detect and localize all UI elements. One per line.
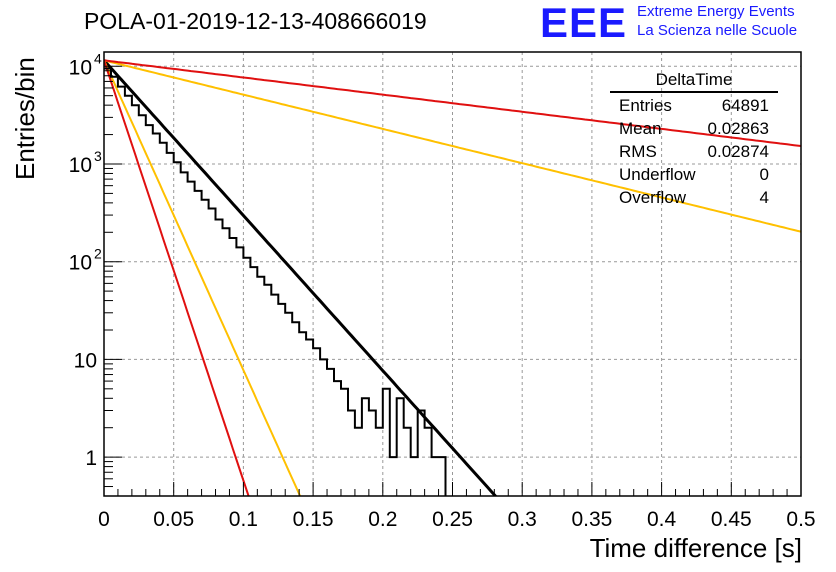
fit-line-0 [104, 59, 498, 496]
y-tick-exponent: 4 [94, 50, 102, 66]
stats-row-entries: Entries 64891 [610, 94, 778, 117]
stats-label: Mean [619, 119, 662, 138]
x-tick-label: 0.4 [647, 508, 677, 531]
x-tick-label: 0.45 [711, 508, 752, 531]
x-tick-label: 0.1 [229, 508, 258, 531]
stats-row-rms: RMS 0.02874 [610, 140, 778, 163]
stats-title: DeltaTime [610, 70, 778, 93]
stats-value: 0.02874 [707, 142, 769, 161]
x-tick-label: 0 [98, 508, 110, 531]
eee-logo-line2: La Scienza nelle Scuole [637, 22, 798, 39]
x-tick-label: 0.35 [571, 508, 612, 531]
stats-label: Underflow [619, 165, 696, 184]
x-tick-label: 0.15 [293, 508, 334, 531]
y-tick-label: 10 [74, 349, 97, 372]
y-tick-label: 10 [69, 56, 92, 79]
fit-line-4 [104, 59, 801, 147]
x-tick-label: 0.25 [432, 508, 473, 531]
stats-value: 0.02863 [707, 119, 769, 138]
stats-row-overflow: Overflow 4 [610, 186, 778, 209]
y-tick-label: 10 [69, 154, 92, 177]
x-tick-label: 0.3 [508, 508, 537, 531]
x-axis-label: Time difference [s] [589, 533, 802, 563]
stats-label: Overflow [619, 188, 687, 207]
stats-label: RMS [619, 142, 657, 161]
y-tick-exponent: 3 [94, 148, 102, 164]
stats-row-underflow: Underflow 0 [610, 163, 778, 186]
histogram-series [104, 67, 447, 496]
y-tick-label: 1 [85, 447, 97, 470]
stats-value: 0 [759, 165, 769, 184]
fit-line-1 [104, 59, 302, 496]
x-tick-label: 0.05 [153, 508, 194, 531]
eee-logo: EEE [540, 0, 628, 46]
y-tick-exponent: 2 [94, 246, 102, 262]
stats-value: 64891 [721, 96, 769, 115]
x-tick-label: 0.5 [786, 508, 815, 531]
stats-box: DeltaTime Entries 64891 Mean 0.02863 RMS 0.… [610, 70, 778, 209]
x-tick-label: 0.2 [368, 508, 397, 531]
eee-logo-line1: Extreme Energy Events [637, 3, 795, 20]
y-tick-label: 10 [69, 252, 92, 275]
y-axis-label: Entries/bin [10, 57, 40, 180]
fit-line-2 [104, 59, 250, 496]
stats-value: 4 [759, 188, 769, 207]
stats-row-mean: Mean 0.02863 [610, 117, 778, 140]
chart-title: POLA-01-2019-12-13-408666019 [84, 8, 427, 34]
fit-line-3 [104, 59, 801, 233]
stats-label: Entries [619, 96, 672, 115]
